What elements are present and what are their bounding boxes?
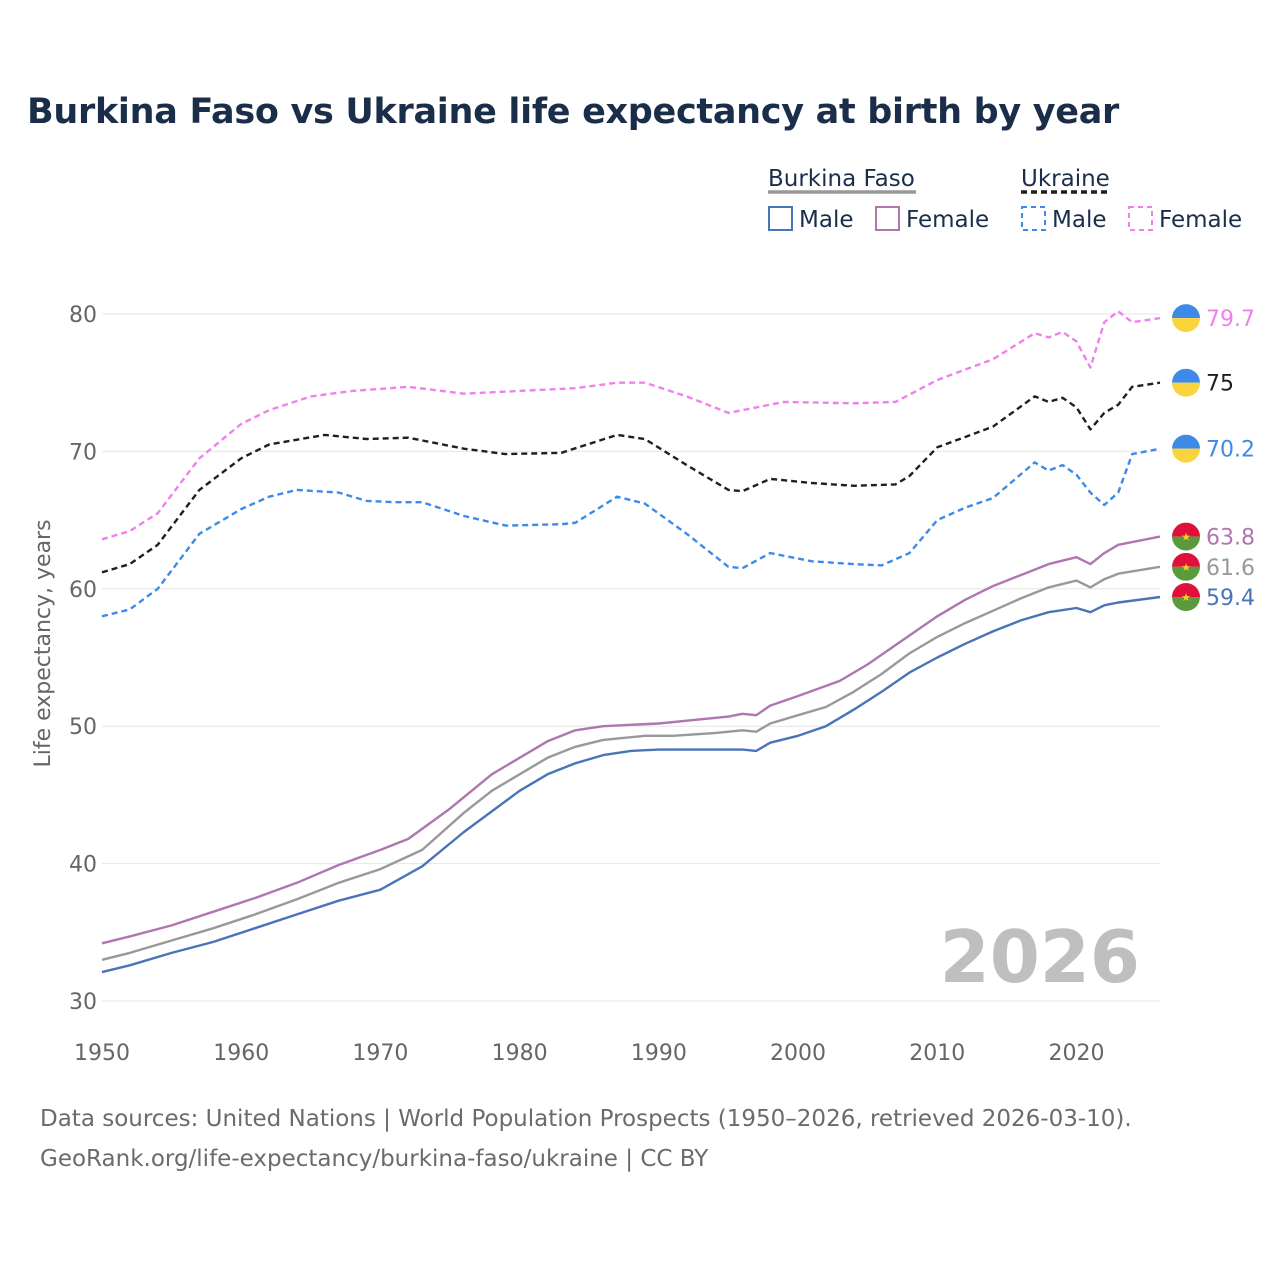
ukraine-flag-icon [1172,304,1200,319]
legend-swatch [1021,206,1046,231]
y-tick-label: 50 [69,715,97,740]
legend: Burkina Faso Male Female Ukraine Male Female [768,166,1242,233]
flag-star-icon: ★ [1181,561,1191,574]
flag-star-icon: ★ [1181,591,1191,604]
series-line-bf_male [101,595,1161,974]
y-tick-label: 60 [69,578,97,603]
x-tick-label: 1960 [213,1041,269,1066]
y-tick-label: 30 [69,990,97,1015]
end-labels: 79.7 75 70.2 ★ 63.8 ★ 61.6 ★ 59.4 [1172,304,1255,612]
line-chart: 30 40 50 60 70 80 1950 1960 1970 1980 1990 2000 2010… [31,166,1255,1066]
series-line-ua_total [101,381,1161,574]
source-url[interactable]: GeoRank.org/life-expectancy/burkina-faso… [40,1146,709,1172]
end-value-label: 61.6 [1206,556,1255,581]
burkina-faso-flag-icon-lower [1172,597,1200,612]
x-tick-label: 1980 [492,1041,548,1066]
end-value-label: 75 [1206,372,1234,397]
x-tick-label: 2000 [770,1041,826,1066]
legend-group-title: Ukraine [1021,166,1110,192]
end-value-label: 59.4 [1206,586,1255,611]
x-tick-label: 1970 [352,1041,408,1066]
end-value-label: 79.7 [1206,307,1255,332]
axes: 30 40 50 60 70 80 1950 1960 1970 1980 1990 2000 2010… [31,303,1104,1066]
x-tick-label: 1990 [631,1041,687,1066]
y-tick-label: 40 [69,853,97,878]
legend-swatch [1128,206,1153,231]
end-marker-ua_total: 75 [1172,368,1234,397]
series-lines [101,310,1161,974]
ukraine-flag-icon-lower [1172,318,1200,333]
burkina-faso-flag-icon-lower [1172,566,1200,581]
series-line-ua_male [101,447,1161,618]
burkina-faso-flag-icon [1172,552,1200,567]
y-axis-label: Life expectancy, years [31,519,56,767]
ukraine-flag-icon [1172,368,1200,383]
end-value-label: 70.2 [1206,438,1255,463]
x-tick-label: 2020 [1048,1041,1104,1066]
legend-group-title: Burkina Faso [768,166,915,192]
flag-star-icon: ★ [1181,531,1191,544]
y-tick-label: 70 [69,440,97,465]
end-marker-bf_male: ★ 59.4 [1172,583,1255,612]
y-tick-label: 80 [69,303,97,328]
x-tick-label: 1950 [74,1041,130,1066]
ukraine-flag-icon-lower [1172,448,1200,463]
ukraine-flag-icon-lower [1172,382,1200,397]
end-marker-ua_male: 70.2 [1172,434,1255,463]
legend-item-label: Female [906,207,989,233]
ukraine-flag-icon [1172,434,1200,449]
chart-title: Burkina Faso vs Ukraine life expectancy … [27,92,1120,132]
legend-swatch [875,206,900,231]
x-tick-label: 2010 [909,1041,965,1066]
series-line-bf_female [101,535,1161,945]
end-marker-bf_total: ★ 61.6 [1172,552,1255,581]
series-line-ua_female [101,310,1161,541]
gridlines [102,313,1160,1002]
data-source-note: Data sources: United Nations | World Pop… [40,1106,1132,1132]
burkina-faso-flag-icon [1172,583,1200,598]
legend-item-label: Male [799,207,853,233]
year-watermark: 2026 [940,915,1140,999]
legend-item-label: Female [1159,207,1242,233]
legend-swatch [768,206,793,231]
end-value-label: 63.8 [1206,526,1255,551]
end-marker-ua_female: 79.7 [1172,304,1255,333]
year-watermark-text: 2026 [940,915,1140,999]
legend-item-label: Male [1052,207,1106,233]
series-line-bf_total [101,565,1161,961]
burkina-faso-flag-icon-lower [1172,536,1200,551]
burkina-faso-flag-icon [1172,522,1200,537]
end-marker-bf_female: ★ 63.8 [1172,522,1255,551]
